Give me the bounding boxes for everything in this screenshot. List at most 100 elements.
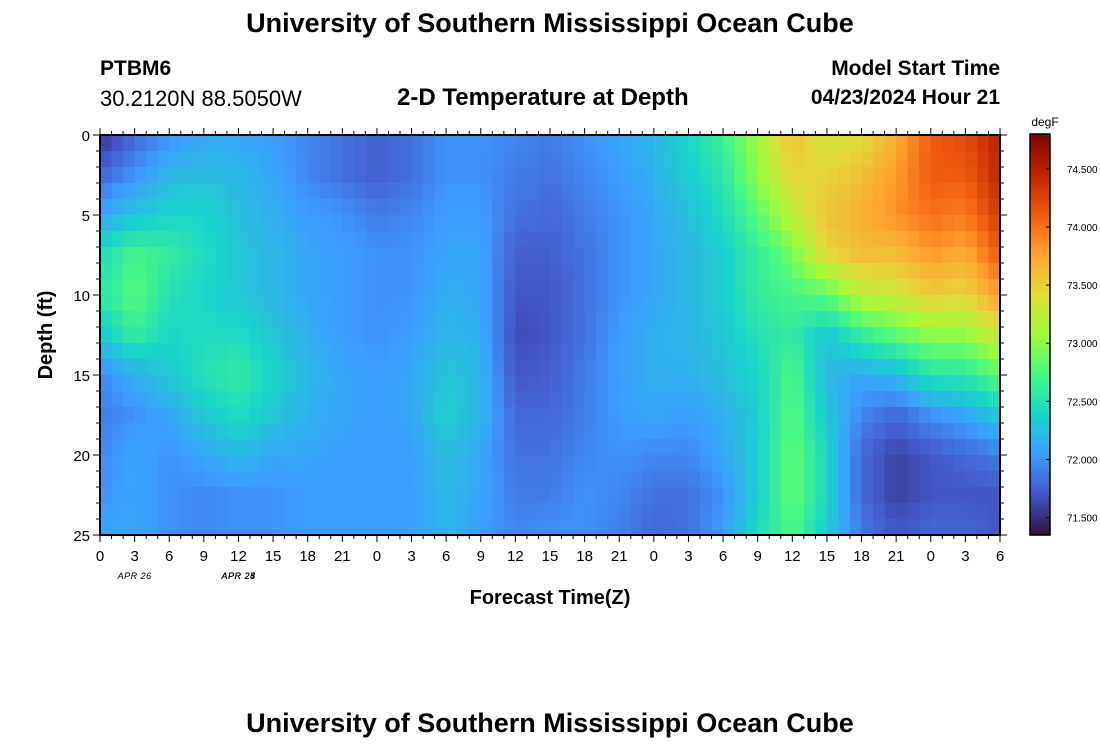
heatmap-cell bbox=[434, 247, 447, 264]
heatmap-cell bbox=[919, 199, 932, 216]
heatmap-cell bbox=[434, 263, 447, 280]
heatmap-cell bbox=[538, 487, 551, 504]
heatmap-cell bbox=[319, 359, 332, 376]
heatmap-cell bbox=[873, 391, 886, 408]
heatmap-cell bbox=[780, 247, 793, 264]
heatmap-cell bbox=[676, 407, 690, 424]
heatmap-cell bbox=[838, 199, 851, 216]
heatmap-cell bbox=[203, 151, 216, 168]
heatmap-cell bbox=[884, 423, 897, 440]
heatmap-cell bbox=[711, 215, 724, 232]
heatmap-cell bbox=[988, 471, 1001, 488]
heatmap-cell bbox=[307, 327, 320, 344]
heatmap-cell bbox=[330, 423, 343, 440]
heatmap-cell bbox=[203, 135, 216, 152]
heatmap-cell bbox=[250, 247, 263, 264]
heatmap-cell bbox=[192, 471, 205, 488]
heatmap-cell bbox=[780, 439, 793, 456]
heatmap-cell bbox=[976, 423, 990, 440]
heatmap-cell bbox=[988, 263, 1001, 280]
heatmap-cell bbox=[803, 487, 816, 504]
heatmap-cell bbox=[803, 183, 816, 200]
heatmap-cell bbox=[261, 151, 274, 168]
heatmap-cell bbox=[907, 519, 920, 536]
heatmap-cell bbox=[203, 327, 216, 344]
colorbar-band bbox=[1030, 426, 1050, 430]
heatmap-cell bbox=[665, 487, 678, 504]
heatmap-cell bbox=[630, 439, 643, 456]
heatmap-cell bbox=[884, 151, 897, 168]
heatmap-cell bbox=[676, 183, 690, 200]
colorbar-band bbox=[1030, 483, 1050, 487]
heatmap-cell bbox=[215, 343, 228, 360]
heatmap-cell bbox=[284, 311, 297, 328]
heatmap-cell bbox=[803, 151, 816, 168]
heatmap-cell bbox=[434, 391, 447, 408]
heatmap-cell bbox=[953, 487, 966, 504]
heatmap-cell bbox=[676, 311, 690, 328]
heatmap-cell bbox=[930, 503, 943, 520]
heatmap-cell bbox=[192, 423, 205, 440]
heatmap-cell bbox=[411, 135, 424, 152]
heatmap-cell bbox=[296, 471, 309, 488]
heatmap-cell bbox=[769, 327, 782, 344]
heatmap-cell bbox=[757, 455, 770, 472]
heatmap-cell bbox=[665, 167, 678, 184]
heatmap-cell bbox=[538, 343, 551, 360]
heatmap-cell bbox=[630, 503, 643, 520]
heatmap-cell bbox=[896, 327, 909, 344]
heatmap-cell bbox=[100, 279, 113, 296]
heatmap-cell bbox=[711, 135, 724, 152]
heatmap-cell bbox=[838, 391, 851, 408]
heatmap-cell bbox=[411, 279, 424, 296]
heatmap-cell bbox=[734, 327, 747, 344]
heatmap-cell bbox=[769, 487, 782, 504]
heatmap-cell bbox=[492, 215, 505, 232]
heatmap-cell bbox=[480, 263, 493, 280]
heatmap-cell bbox=[965, 455, 978, 472]
heatmap-cell bbox=[584, 407, 597, 424]
heatmap-cell bbox=[526, 471, 540, 488]
heatmap-cell bbox=[850, 487, 863, 504]
heatmap-cell bbox=[930, 199, 943, 216]
heatmap-cell bbox=[388, 343, 401, 360]
heatmap-cell bbox=[734, 247, 747, 264]
heatmap-cell bbox=[526, 295, 540, 312]
heatmap-cell bbox=[607, 359, 620, 376]
heatmap-cell bbox=[538, 279, 551, 296]
heatmap-cell bbox=[538, 247, 551, 264]
heatmap-cell bbox=[573, 183, 586, 200]
heatmap-cell bbox=[319, 471, 332, 488]
heatmap-cell bbox=[273, 231, 286, 248]
heatmap-cell bbox=[573, 519, 586, 536]
heatmap-cell bbox=[330, 231, 343, 248]
heatmap-cell bbox=[226, 311, 240, 328]
heatmap-cell bbox=[515, 263, 528, 280]
heatmap-cell bbox=[226, 487, 240, 504]
heatmap-cell bbox=[284, 439, 297, 456]
heatmap-cell bbox=[446, 503, 459, 520]
heatmap-cell bbox=[273, 199, 286, 216]
heatmap-cell bbox=[907, 455, 920, 472]
x-tick-label: 18 bbox=[853, 548, 870, 565]
heatmap-cell bbox=[423, 263, 436, 280]
heatmap-cell bbox=[134, 487, 147, 504]
heatmap-cell bbox=[873, 215, 886, 232]
heatmap-cell bbox=[919, 295, 932, 312]
heatmap-cell bbox=[538, 519, 551, 536]
heatmap-cell bbox=[607, 455, 620, 472]
heatmap-cell bbox=[826, 327, 840, 344]
heatmap-cell bbox=[134, 455, 147, 472]
heatmap-cell bbox=[919, 343, 932, 360]
heatmap-cell bbox=[226, 391, 240, 408]
heatmap-cell bbox=[526, 151, 540, 168]
heatmap-cell bbox=[642, 183, 655, 200]
heatmap-cell bbox=[953, 263, 966, 280]
heatmap-cell bbox=[826, 407, 840, 424]
heatmap-cell bbox=[919, 167, 932, 184]
heatmap-cell bbox=[342, 439, 355, 456]
heatmap-cell bbox=[446, 199, 459, 216]
heatmap-cell bbox=[123, 471, 136, 488]
heatmap-cell bbox=[446, 263, 459, 280]
heatmap-cell bbox=[700, 407, 713, 424]
